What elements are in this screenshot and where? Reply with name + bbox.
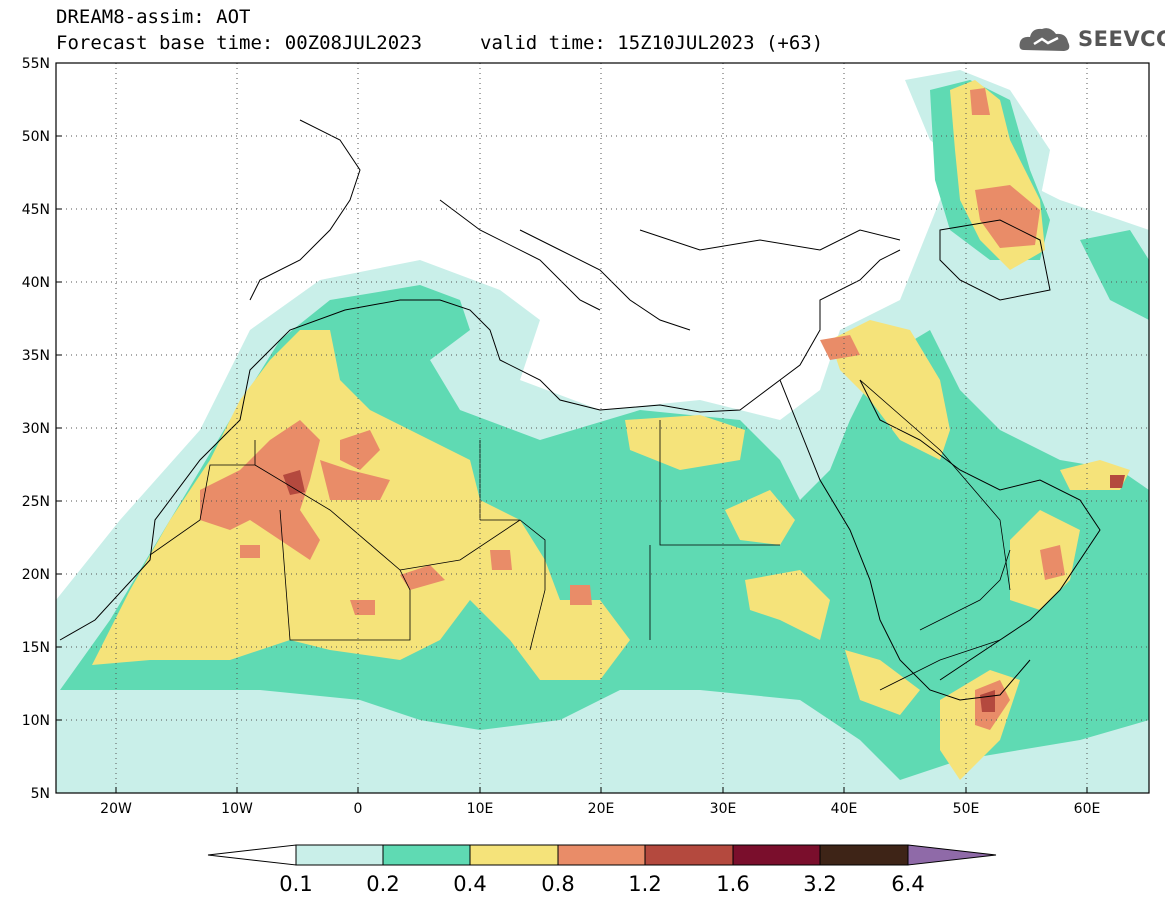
colorbar-label: 0.8 <box>541 872 574 896</box>
seevccc-logo: SEEVCCC <box>1078 27 1165 51</box>
lon-tick-label: 60E <box>1074 801 1101 817</box>
lon-tick-label: 10E <box>467 801 494 817</box>
borders <box>149 379 1011 691</box>
colorbar-swatch-7 <box>819 844 909 866</box>
colorbar: 0.1 0.2 0.4 0.8 1.2 1.6 3.2 6.4 <box>207 844 997 896</box>
colorbar-label: 1.2 <box>628 872 661 896</box>
lat-tick-label: 30N <box>22 421 50 437</box>
aot-contours <box>56 70 1149 793</box>
colorbar-swatch-1 <box>295 844 384 866</box>
colorbar-swatch-3 <box>469 844 559 866</box>
lon-tick-label: 0 <box>354 801 363 817</box>
lat-tick-label: 35N <box>22 348 50 364</box>
valid-time: valid time: 15Z10JUL2023 (+63) <box>480 32 824 54</box>
lon-tick-label: 20W <box>100 801 132 817</box>
lat-tick-label: 55N <box>22 56 50 72</box>
colorbar-swatch-2 <box>382 844 471 866</box>
lat-tick-label: 15N <box>22 640 50 656</box>
forecast-base-time: Forecast base time: 00Z08JUL2023 <box>56 32 423 54</box>
colorbar-label: 6.4 <box>891 872 924 896</box>
colorbar-label: 0.1 <box>279 872 312 896</box>
axis-ticks <box>56 62 1088 794</box>
colorbar-label: 0.4 <box>453 872 486 896</box>
colorbar-swatch-0 <box>207 844 297 866</box>
lon-tick-label: 50E <box>953 801 980 817</box>
colorbar-swatch-6 <box>732 844 821 866</box>
lon-tick-label: 40E <box>831 801 858 817</box>
lat-tick-label: 5N <box>31 786 50 802</box>
colorbar-swatch-4 <box>557 844 646 866</box>
colorbar-swatch-8 <box>907 844 997 866</box>
lon-tick-label: 20E <box>588 801 615 817</box>
colorbar-swatch-5 <box>644 844 734 866</box>
lon-tick-label: 30E <box>710 801 737 817</box>
lat-tick-label: 20N <box>22 567 50 583</box>
lat-tick-label: 50N <box>22 129 50 145</box>
lat-tick-label: 40N <box>22 275 50 291</box>
colorbar-label: 0.2 <box>366 872 399 896</box>
lat-tick-label: 10N <box>22 713 50 729</box>
aot-band-1-2 <box>283 470 1125 712</box>
grid-lines <box>56 63 1149 793</box>
cloud-icon <box>1019 28 1070 51</box>
map-title: DREAM8-assim: AOT <box>56 6 251 28</box>
lat-tick-label: 45N <box>22 202 50 218</box>
lat-tick-label: 25N <box>22 494 50 510</box>
colorbar-label: 1.6 <box>716 872 749 896</box>
colorbar-label: 3.2 <box>803 872 836 896</box>
lon-tick-label: 10W <box>221 801 253 817</box>
lat-axis: 5N 10N 15N 20N 25N 30N 35N 40N 45N 50N 5… <box>22 56 50 802</box>
lon-axis: 20W 10W 0 10E 20E 30E 40E 50E 60E <box>100 801 1100 817</box>
